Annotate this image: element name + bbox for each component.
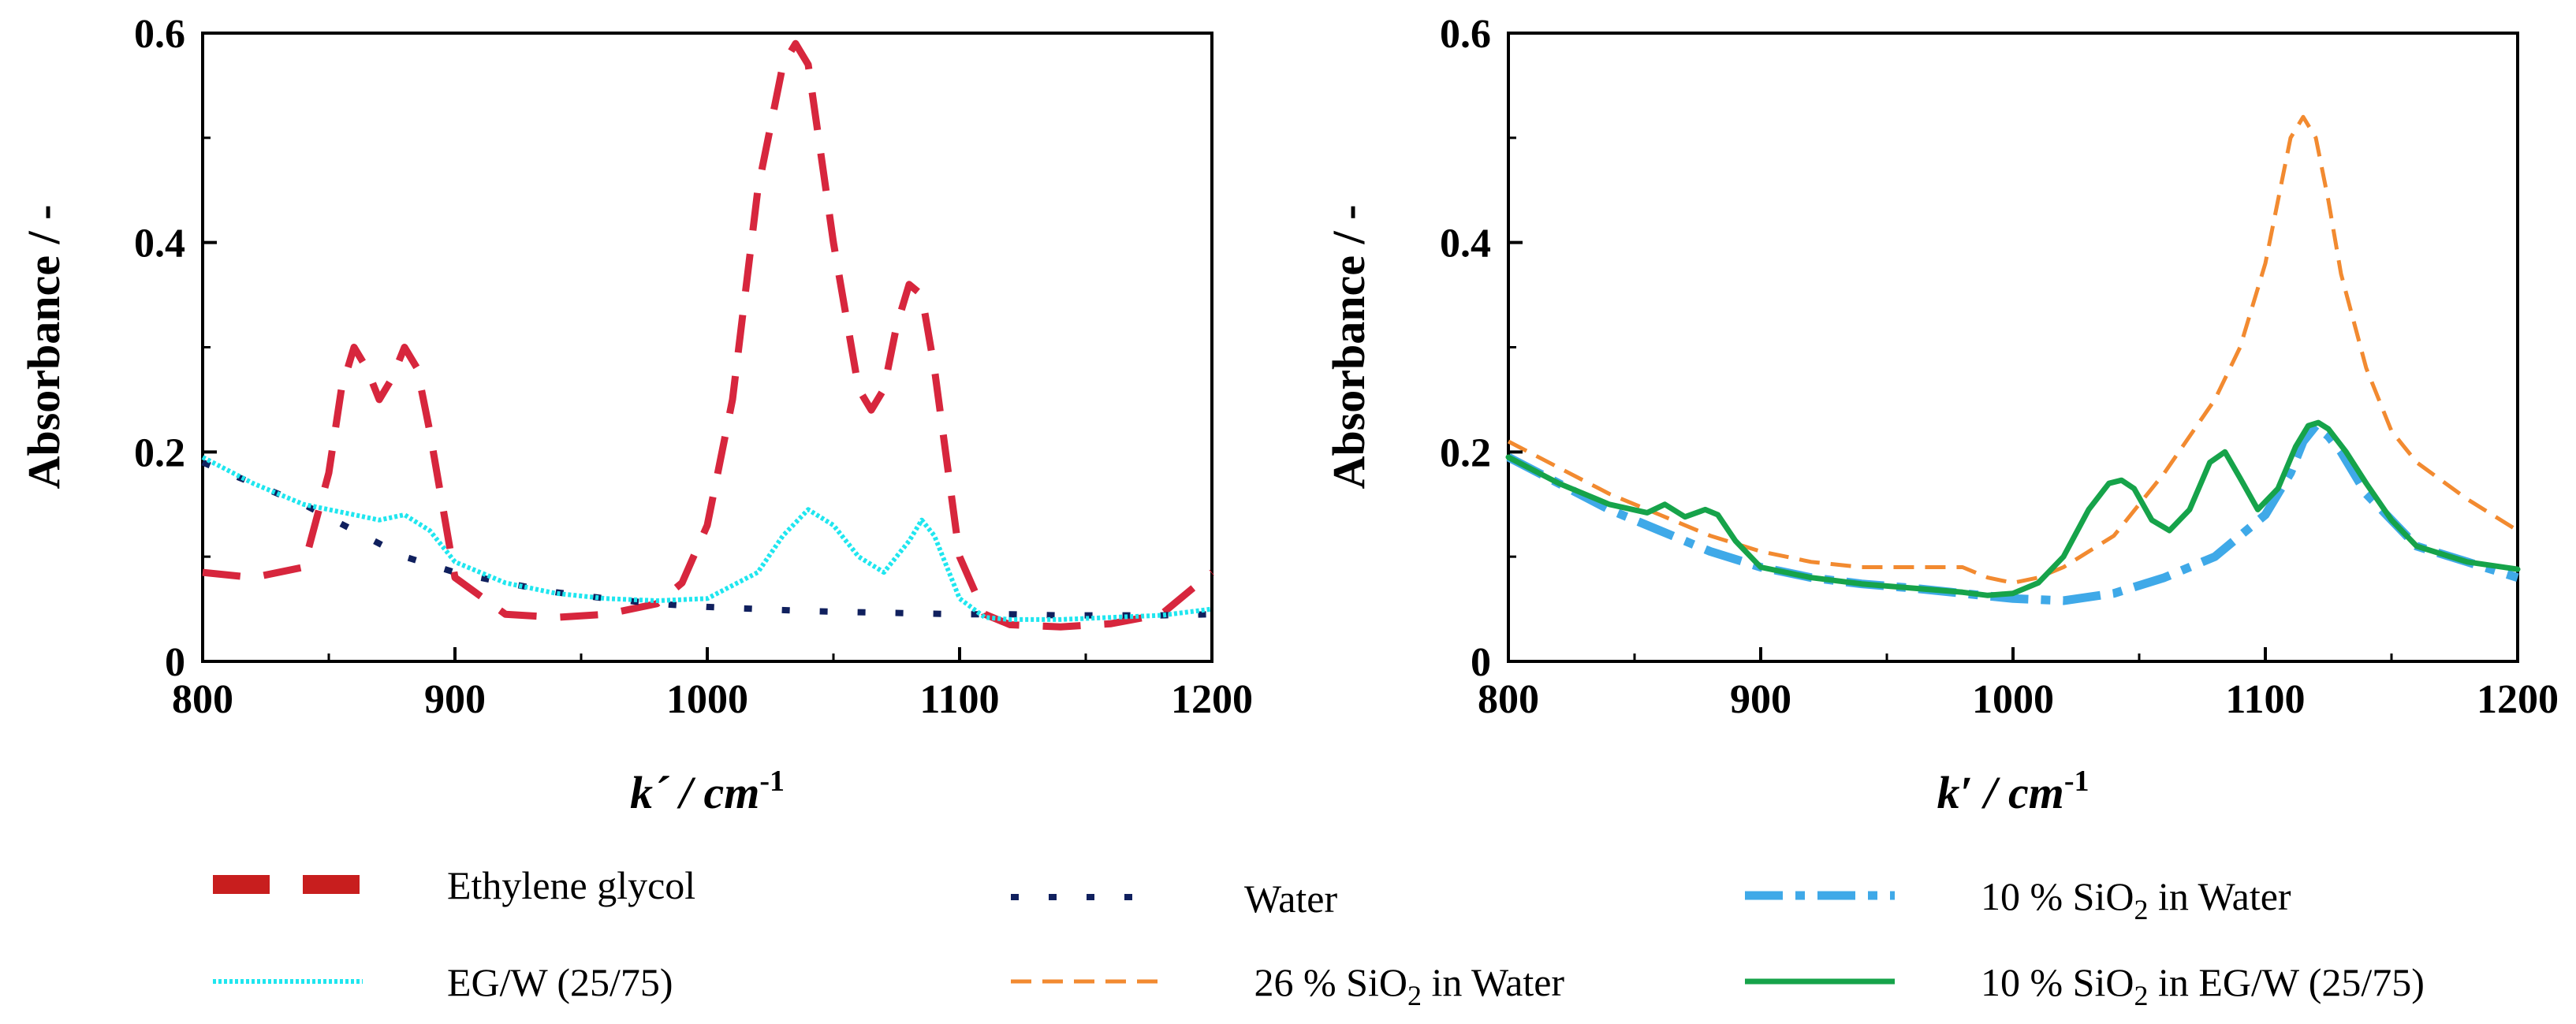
left-x-tick-label: 800 xyxy=(172,677,233,722)
left-y-tick-label: 0 xyxy=(165,640,185,685)
left-x-axis-title: k´ / cm-1 xyxy=(630,765,785,818)
left-x-tick-label: 900 xyxy=(424,677,486,722)
right-y-axis-title: Absorbance / - xyxy=(1323,205,1374,490)
left-series-eg-w-25-75 xyxy=(201,455,1213,622)
right-x-tick-label: 1000 xyxy=(1972,677,2054,722)
left-chart: 800 900 1000 1100 1200 0 0.2 0.4 0.6 Absorbance … xyxy=(18,12,1253,818)
right-y-tick-label: 0.4 xyxy=(1440,222,1491,266)
right-x-tick-label: 1100 xyxy=(2225,677,2305,722)
left-y-tick-label: 0.2 xyxy=(134,430,185,475)
right-x-tick-label: 900 xyxy=(1730,677,1791,722)
left-y-tick-label: 0.4 xyxy=(134,222,185,266)
right-y-tick-label: 0 xyxy=(1471,640,1491,685)
right-y-tick-label: 0.2 xyxy=(1440,430,1491,475)
right-x-axis-title: k′ / cm-1 xyxy=(1937,765,2090,818)
legend-label-26-sio-in-water: 26 % SiO2 in Water xyxy=(1244,960,1564,1011)
legend-label-ethylene-glycol: Ethylene glycol xyxy=(447,863,695,907)
right-y-tick-label: 0.6 xyxy=(1440,12,1491,57)
legend: Ethylene glycol EG/W (25/75) Water 26 % Si… xyxy=(213,863,2425,1011)
legend-label-10-sio-in-water: 10 % SiO2 in Water xyxy=(1981,874,2291,925)
right-series-10-sio2-in-water xyxy=(1506,421,2519,605)
right-x-tick-label: 1200 xyxy=(2477,677,2559,722)
left-x-tick-label: 1200 xyxy=(1171,677,1253,722)
left-y-tick-label: 0.6 xyxy=(134,12,185,57)
left-x-axis-title-text: k´ / cm xyxy=(630,767,759,818)
right-x-axis-title-text: k′ / cm xyxy=(1937,767,2064,818)
right-plot-frame xyxy=(1507,32,2519,663)
right-series-26-sio2-in-water xyxy=(1507,114,2519,585)
right-x-tick-label: 800 xyxy=(1478,677,1539,722)
left-x-tick-label: 1100 xyxy=(919,677,999,722)
right-chart: 800 900 1000 1100 1200 0 0.2 0.4 0.6 Absorbance … xyxy=(1323,12,2559,818)
left-y-axis-title: Absorbance / - xyxy=(18,205,69,490)
right-x-axis-title-sup: -1 xyxy=(2064,765,2090,798)
left-series-ethylene-glycol xyxy=(202,39,1214,631)
left-series-water xyxy=(201,459,1213,619)
left-x-tick-label: 1000 xyxy=(666,677,748,722)
legend-label-eg-w-25-75: EG/W (25/75) xyxy=(447,960,673,1004)
legend-label-water: Water xyxy=(1244,877,1337,921)
legend-label-10-sio-in-eg-w-25-75-: 10 % SiO2 in EG/W (25/75) xyxy=(1981,960,2425,1011)
left-x-axis-title-sup: -1 xyxy=(759,765,785,798)
right-series-10-sio2-in-eg-w-25-75 xyxy=(1505,419,2521,598)
